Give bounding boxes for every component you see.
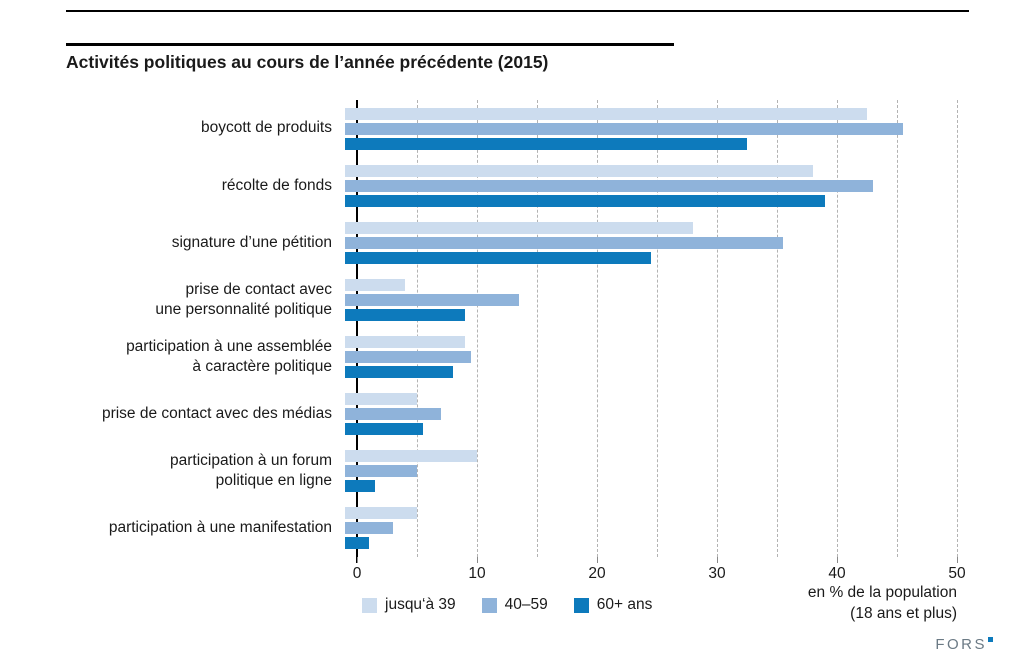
bar <box>345 194 825 207</box>
bar <box>345 308 465 321</box>
bar-group <box>345 500 945 557</box>
chart-row: participation à une manifestation <box>66 500 957 557</box>
bar <box>345 293 519 306</box>
bar-group <box>345 100 945 157</box>
gridline <box>717 100 718 557</box>
bar <box>345 179 873 192</box>
x-tick-label: 50 <box>948 565 966 582</box>
category-label: récolte de fonds <box>221 176 332 194</box>
fors-logo-text: FORS <box>935 636 987 653</box>
category-label: participation à une assemblée à caractèr… <box>126 337 332 376</box>
bar <box>345 336 465 349</box>
bar <box>345 465 417 478</box>
title-rule <box>66 43 674 46</box>
bar-rows: boycott de produits récolte de fonds signa… <box>66 100 957 557</box>
bar <box>345 393 417 406</box>
bar <box>345 107 867 120</box>
chart-row: signature d’une pétition <box>66 214 957 271</box>
x-tick-mark <box>597 557 598 563</box>
bar <box>345 537 369 550</box>
bar <box>345 221 693 234</box>
legend-label: 60+ ans <box>596 596 653 613</box>
x-tick-label: 10 <box>468 565 486 582</box>
chart-row: participation à un forum politique en li… <box>66 443 957 500</box>
bar-group <box>345 386 945 443</box>
legend-swatch <box>481 597 497 613</box>
bar <box>345 236 783 249</box>
gridline <box>477 100 478 557</box>
bar-group <box>345 443 945 500</box>
fors-logo: FORS <box>935 636 993 653</box>
gridline <box>417 100 418 557</box>
bar <box>345 278 405 291</box>
bar-group <box>345 271 945 328</box>
chart-row: prise de contact avec des médias <box>66 386 957 443</box>
bar-group <box>345 157 945 214</box>
category-label: participation à une manifestation <box>108 519 332 537</box>
gridline <box>957 100 958 557</box>
x-tick-label: 30 <box>708 565 726 582</box>
legend-swatch <box>573 597 589 613</box>
gridline <box>837 100 838 557</box>
x-tick-mark <box>357 557 358 563</box>
legend-item: 60+ ans <box>573 596 653 614</box>
page-title: Activités politiques au cours de l’année… <box>66 52 549 72</box>
bar <box>345 408 441 421</box>
gridline <box>777 100 778 557</box>
bar-group <box>345 214 945 271</box>
category-label: prise de contact avec une personnalité p… <box>155 280 332 318</box>
category-label: boycott de produits <box>201 119 332 137</box>
x-tick-mark <box>717 557 718 563</box>
bar <box>345 366 453 379</box>
bar <box>345 137 747 150</box>
fors-logo-square-icon <box>988 637 993 642</box>
chart-row: boycott de produits <box>66 100 957 157</box>
gridline <box>537 100 538 557</box>
x-tick-label: 0 <box>352 565 362 582</box>
x-tick-mark <box>477 557 478 563</box>
x-axis-note-line1: en % de la population <box>807 584 957 601</box>
bar <box>345 480 375 493</box>
bar-group <box>345 329 945 386</box>
chart-row: participation à une assemblée à caractèr… <box>66 329 957 386</box>
bar <box>345 423 423 436</box>
legend-item: 40–59 <box>481 596 548 614</box>
plot-area: 0 10 20 30 40 50 <box>353 100 966 582</box>
bar <box>345 507 417 520</box>
category-label: prise de contact avec des médias <box>101 405 332 423</box>
gridline <box>897 100 898 557</box>
legend: jusqu‘à 39 40–59 60+ ans <box>362 596 652 614</box>
gridline <box>657 100 658 557</box>
legend-item: jusqu‘à 39 <box>362 596 456 614</box>
category-label: signature d’une pétition <box>171 233 332 251</box>
bar <box>345 351 471 364</box>
x-tick-mark <box>957 557 958 563</box>
chart-row: récolte de fonds <box>66 157 957 214</box>
chart-row: prise de contact avec une personnalité p… <box>66 271 957 328</box>
bar <box>345 450 477 463</box>
x-tick-label: 40 <box>828 565 846 582</box>
x-axis-note: en % de la population (18 ans et plus) <box>808 583 957 625</box>
bar <box>345 164 813 177</box>
y-axis-line <box>356 100 358 563</box>
bar <box>345 522 393 535</box>
legend-label: jusqu‘à 39 <box>385 596 456 613</box>
legend-swatch <box>362 597 377 613</box>
top-rule <box>66 10 969 12</box>
legend-label: 40–59 <box>504 596 548 613</box>
x-axis-note-line2: (18 ans et plus) <box>850 604 957 622</box>
bar <box>345 122 903 135</box>
gridline <box>597 100 598 557</box>
x-tick-label: 20 <box>588 565 606 582</box>
category-label: participation à un forum politique en li… <box>170 452 332 490</box>
bar <box>345 251 651 264</box>
x-tick-mark <box>837 557 838 563</box>
